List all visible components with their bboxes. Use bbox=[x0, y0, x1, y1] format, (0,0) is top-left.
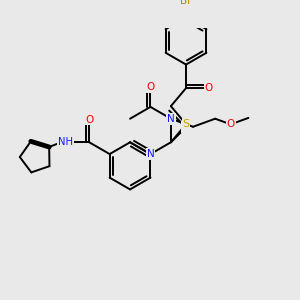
Text: N: N bbox=[147, 149, 154, 159]
Text: Br: Br bbox=[180, 0, 192, 6]
Text: S: S bbox=[182, 119, 190, 129]
Text: O: O bbox=[205, 83, 213, 93]
Text: O: O bbox=[226, 119, 235, 129]
Text: NH: NH bbox=[58, 137, 73, 147]
Text: N: N bbox=[167, 114, 175, 124]
Text: O: O bbox=[85, 115, 93, 124]
Text: O: O bbox=[146, 82, 154, 92]
Text: S: S bbox=[182, 122, 189, 132]
